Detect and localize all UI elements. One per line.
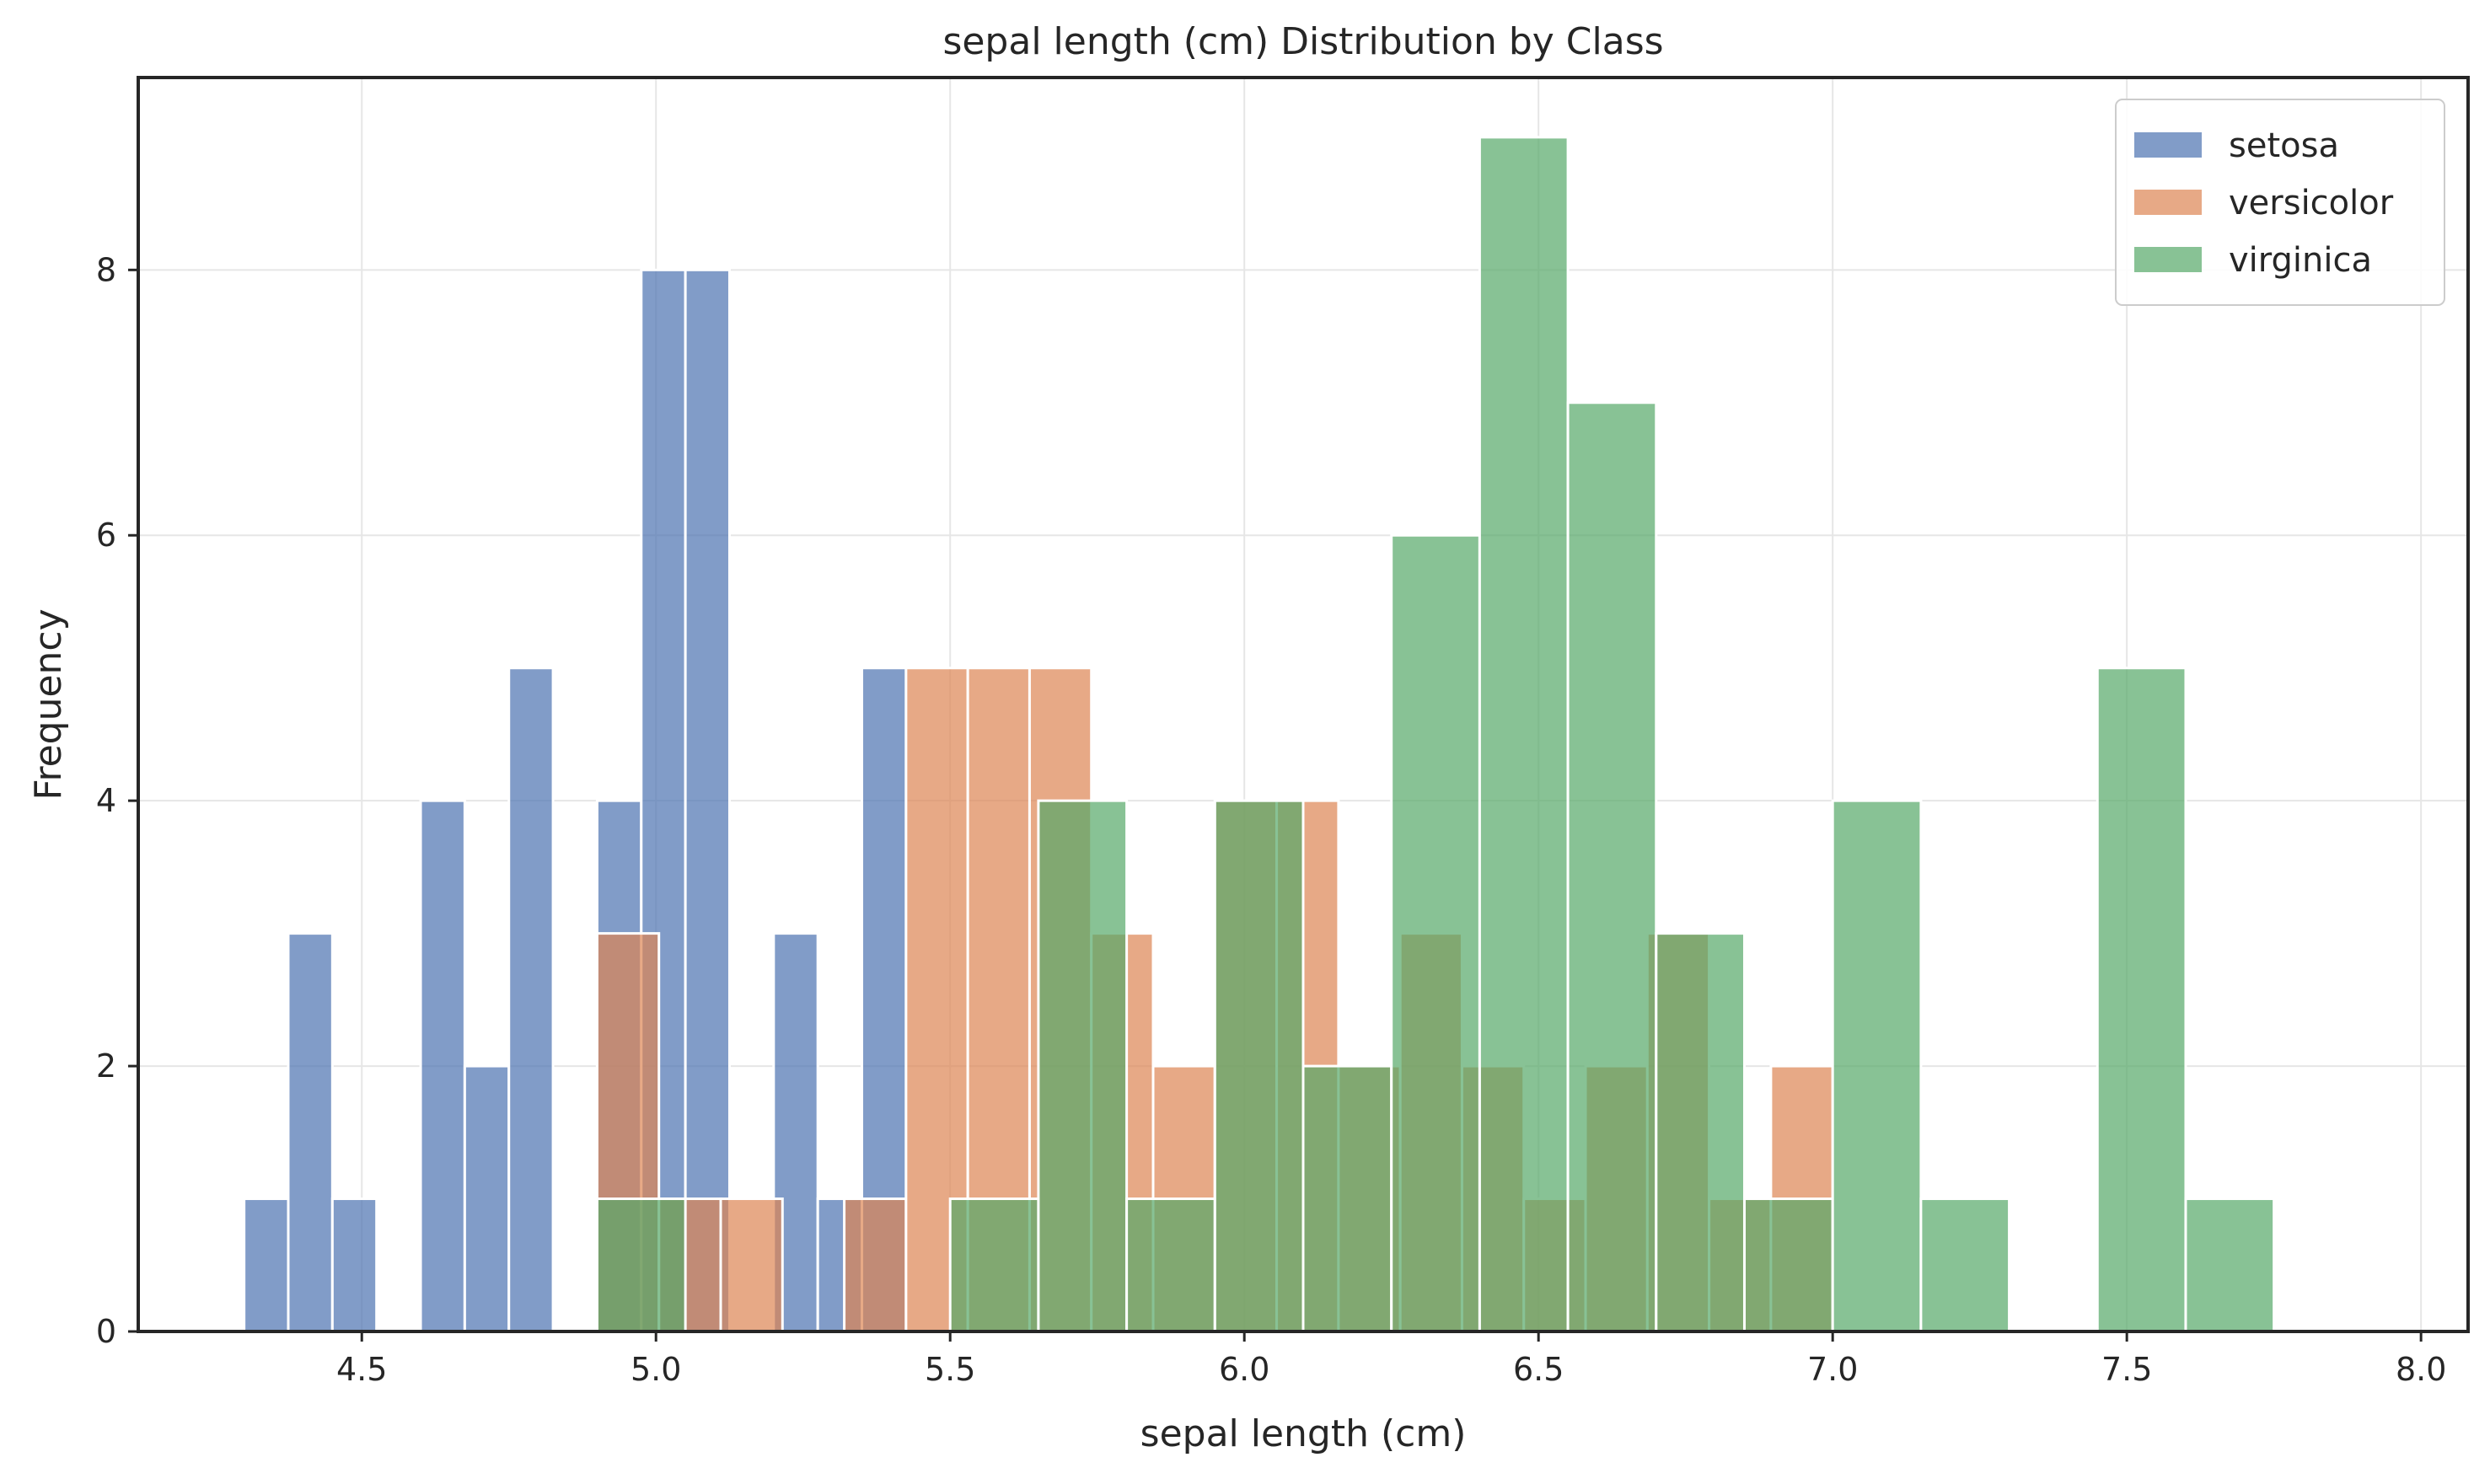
x-axis-label: sepal length (cm)	[1140, 1412, 1467, 1455]
bar-setosa	[507, 667, 555, 1333]
bar-setosa	[287, 932, 334, 1333]
x-tick-label: 5.0	[631, 1351, 681, 1388]
bar-virginica	[1831, 799, 1923, 1333]
y-axis-label: Frequency	[27, 608, 70, 800]
x-tick-label: 7.5	[2101, 1351, 2152, 1388]
x-tick-label: 4.5	[336, 1351, 387, 1388]
legend-swatch-virginica	[2134, 247, 2202, 272]
bar-setosa	[463, 1064, 511, 1333]
legend-swatch-setosa	[2134, 132, 2202, 158]
legend-swatch-versicolor	[2134, 190, 2202, 215]
bar-virginica	[1037, 799, 1129, 1333]
legend-label-setosa: setosa	[2229, 126, 2339, 165]
x-tick-label: 6.0	[1219, 1351, 1269, 1388]
legend-label-virginica: virginica	[2229, 241, 2372, 280]
bar-virginica	[1566, 401, 1658, 1333]
bar-virginica	[1213, 799, 1305, 1333]
x-tick-label: 6.5	[1513, 1351, 1564, 1388]
bar-setosa	[419, 799, 466, 1333]
y-tick-label: 4	[96, 782, 116, 819]
plot-frame	[137, 76, 2470, 1333]
y-tick-label: 2	[96, 1047, 116, 1085]
x-tick-label: 7.0	[1807, 1351, 1858, 1388]
bar-setosa	[243, 1197, 290, 1333]
legend: setosa versicolor virginica	[2115, 99, 2445, 306]
bars-layer	[243, 136, 2276, 1333]
bar-virginica	[1478, 136, 1570, 1333]
bar-virginica	[1655, 932, 1746, 1333]
bar-virginica	[1390, 533, 1481, 1333]
y-tick-label: 0	[96, 1313, 116, 1350]
bar-virginica	[1742, 1197, 1834, 1333]
bar-virginica	[1301, 1064, 1393, 1333]
bar-versicolor	[843, 1197, 908, 1333]
legend-label-versicolor: versicolor	[2229, 184, 2394, 222]
bar-virginica	[1125, 1197, 1216, 1333]
bar-versicolor	[719, 1197, 784, 1333]
bar-setosa	[684, 268, 731, 1333]
bar-virginica	[2096, 667, 2187, 1333]
ticks-layer: 4.5 5.0 5.5 6.0 6.5 7.0 7.5 8.0 0 2 4 6 8	[96, 251, 2447, 1388]
chart-title: sepal length (cm) Distribution by Class	[942, 20, 1663, 63]
bar-virginica	[2184, 1197, 2276, 1333]
bar-virginica	[595, 1197, 687, 1333]
bar-setosa	[330, 1197, 378, 1333]
x-tick-label: 5.5	[925, 1351, 975, 1388]
x-tick-label: 8.0	[2396, 1351, 2446, 1388]
bar-virginica	[948, 1197, 1040, 1333]
bar-virginica	[1919, 1197, 2011, 1333]
y-tick-label: 6	[96, 517, 116, 554]
y-tick-label: 8	[96, 251, 116, 288]
